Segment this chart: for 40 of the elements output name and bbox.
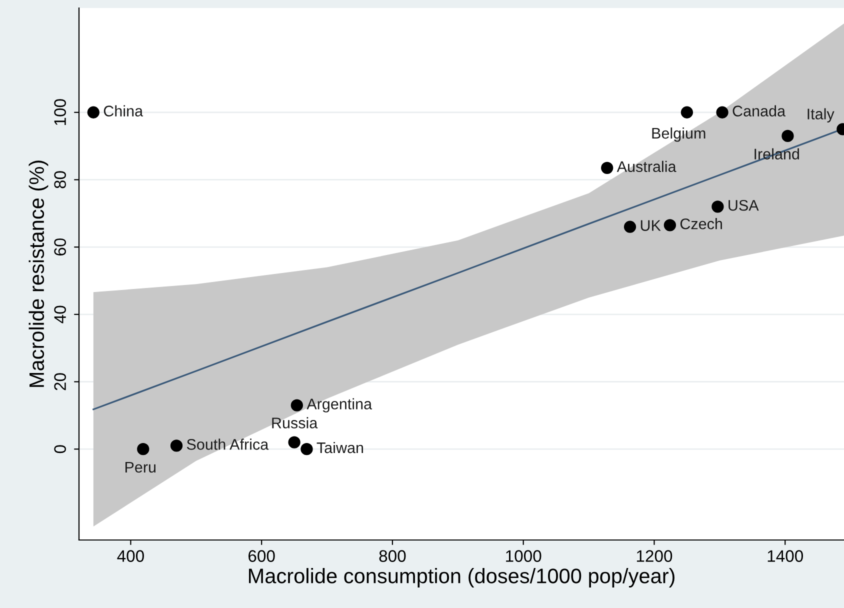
- annotation: Italy: [808, 108, 834, 122]
- annotation: Argentina: [306, 398, 372, 412]
- annotation: UK: [640, 220, 661, 231]
- annotation: Taiwan: [316, 442, 364, 454]
- y-axis-title: Macrolide resistance (%): [28, 160, 48, 387]
- y-tick-label: 0: [54, 445, 66, 454]
- point: [300, 443, 313, 456]
- y-tick-label: 80: [54, 171, 66, 188]
- y-tick-label: 100: [54, 99, 66, 126]
- x-tick-label: 1200: [636, 550, 672, 562]
- point: [288, 436, 300, 448]
- point: [170, 440, 183, 452]
- y-tick-label: 20: [54, 373, 66, 390]
- point: [712, 200, 724, 213]
- x-tick-label: 400: [117, 550, 144, 562]
- point: [601, 162, 614, 174]
- point: [716, 106, 728, 118]
- annotation: China: [104, 105, 144, 116]
- x-tick-label: 1400: [768, 550, 803, 562]
- y-tick-label: 40: [54, 306, 66, 324]
- x-tick-label: 1000: [506, 550, 542, 562]
- annotation: South Africa: [186, 438, 269, 450]
- annotation: Peru: [125, 462, 156, 473]
- point: [137, 443, 150, 456]
- x-tick-label: 600: [248, 550, 275, 562]
- annotation: Czech: [680, 218, 722, 230]
- annotation: Canada: [732, 105, 786, 116]
- point: [624, 220, 636, 233]
- point: [680, 106, 694, 118]
- point: [782, 130, 794, 142]
- x-tick-label: 800: [379, 550, 406, 562]
- point: [87, 106, 100, 118]
- annotation: USA: [728, 200, 759, 211]
- x-axis-title: Macrolide consumption (doses/1000 pop/year): [248, 568, 674, 588]
- y-tick-label: 60: [54, 238, 66, 256]
- annotation: Russia: [272, 417, 318, 428]
- annotation: Belgium: [652, 127, 706, 142]
- point: [664, 219, 676, 232]
- point: [290, 399, 303, 412]
- annotation: Australia: [616, 160, 676, 172]
